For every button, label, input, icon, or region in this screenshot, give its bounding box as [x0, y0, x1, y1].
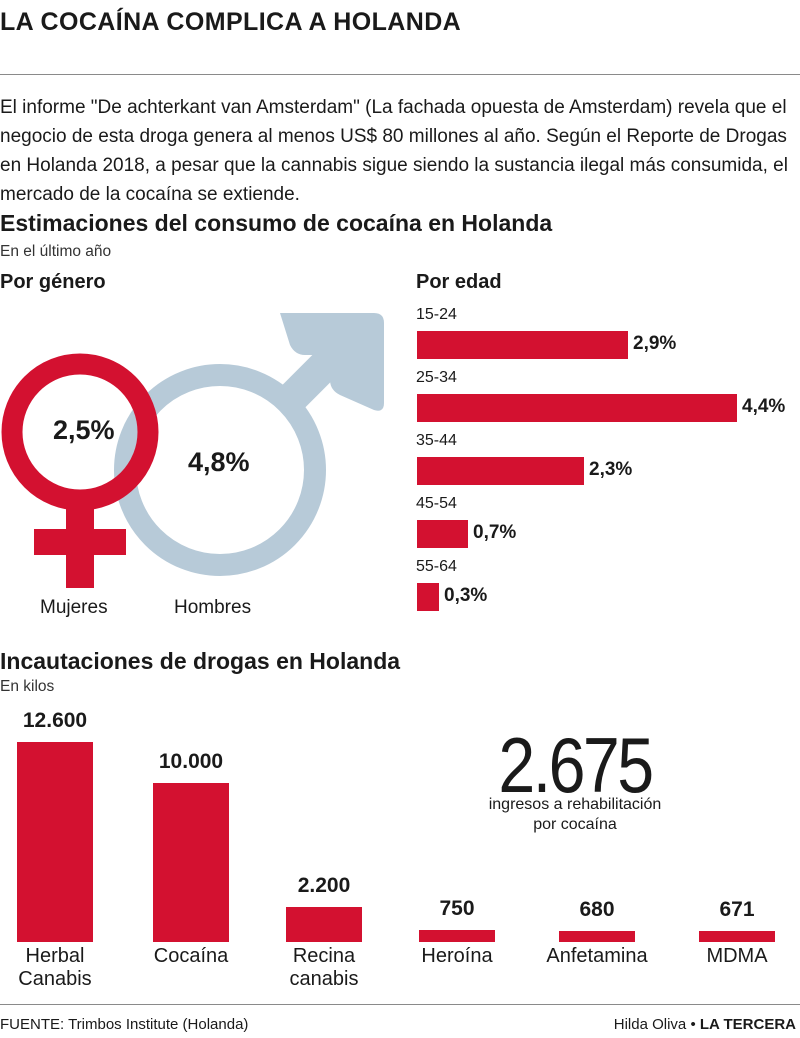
age-bar-35-44 — [417, 457, 584, 485]
page-headline: LA COCAÍNA COMPLICA A HOLANDA — [0, 8, 462, 36]
seizure-value-anfetamina: 680 — [579, 898, 615, 921]
seizure-bar-cocaína — [153, 783, 229, 942]
footer-credit: Hilda Oliva • LA TERCERA — [614, 1016, 796, 1033]
seizure-bar-herbal-canabis — [17, 742, 93, 942]
gender-symbols — [1, 313, 384, 588]
age-value-25-34: 4,4% — [742, 396, 786, 417]
intro-paragraph: El informe "De achterkant van Amsterdam"… — [0, 97, 788, 205]
seizure-label-herbal-canabis: Herbal Canabis — [18, 945, 92, 990]
age-value-55-64: 0,3% — [444, 585, 488, 606]
age-value-35-44: 2,3% — [589, 459, 633, 480]
women-percent: 2,5% — [53, 415, 115, 445]
seizure-label-recina-canabis: Recina canabis — [289, 945, 359, 990]
seizures-subtitle: En kilos — [0, 678, 55, 695]
seizure-bar-mdma — [699, 931, 775, 942]
age-bar-15-24 — [417, 331, 628, 359]
seizures-title: Incautaciones de drogas en Holanda — [0, 648, 401, 674]
age-bar-chart: 15-24 2,9% 25-34 4,4% 35-44 2,3% 45-54 0,7% 55-6… — [416, 300, 800, 630]
age-bar-55-64 — [417, 583, 439, 611]
rehab-caption: ingresos a rehabilitación por cocaína — [488, 796, 662, 833]
men-percent: 4,8% — [188, 447, 250, 477]
seizure-value-recina-canabis: 2.200 — [297, 874, 351, 897]
footer-source: FUENTE: Trimbos Institute (Holanda) — [0, 1016, 249, 1033]
age-value-15-24: 2,9% — [633, 333, 677, 354]
footer-outlet: LA TERCERA — [699, 1016, 796, 1033]
divider-top — [0, 74, 800, 75]
men-label: Hombres — [174, 597, 252, 618]
age-label-35-44: 35-44 — [416, 432, 457, 449]
seizure-label-anfetamina: Anfetamina — [546, 945, 648, 967]
age-title: Por edad — [416, 271, 502, 293]
footer-author: Hilda Oliva — [613, 1016, 687, 1033]
women-label: Mujeres — [40, 597, 108, 618]
divider-bottom — [0, 1004, 800, 1005]
seizure-bar-recina-canabis — [286, 907, 362, 942]
seizures-bar-chart: 12.600 Herbal Canabis 10.000 Cocaína 2.200 Re… — [0, 700, 800, 1000]
gender-title: Por género — [0, 271, 106, 293]
age-label-45-54: 45-54 — [416, 495, 457, 512]
age-bar-45-54 — [417, 520, 468, 548]
age-bar-25-34 — [417, 394, 737, 422]
age-label-25-34: 25-34 — [416, 369, 457, 386]
rehab-number: 2.675 — [498, 721, 654, 809]
consumption-subtitle: En el último año — [0, 243, 112, 260]
seizure-value-cocaína: 10.000 — [158, 750, 224, 773]
age-label-15-24: 15-24 — [416, 306, 457, 323]
age-value-45-54: 0,7% — [473, 522, 517, 543]
seizure-value-mdma: 671 — [719, 898, 755, 921]
female-symbol-icon — [1, 353, 159, 588]
seizure-label-cocaína: Cocaína — [153, 945, 229, 967]
seizure-bar-heroína — [419, 930, 495, 942]
age-label-55-64: 55-64 — [416, 558, 457, 575]
consumption-title: Estimaciones del consumo de cocaína en H… — [0, 210, 553, 236]
seizure-bar-anfetamina — [559, 931, 635, 942]
seizure-value-heroína: 750 — [439, 897, 475, 920]
seizure-label-heroína: Heroína — [421, 945, 493, 967]
seizure-value-herbal-canabis: 12.600 — [22, 709, 88, 732]
seizure-label-mdma: MDMA — [706, 945, 768, 967]
footer-separator: • — [690, 1016, 696, 1033]
male-symbol-icon — [114, 313, 384, 576]
